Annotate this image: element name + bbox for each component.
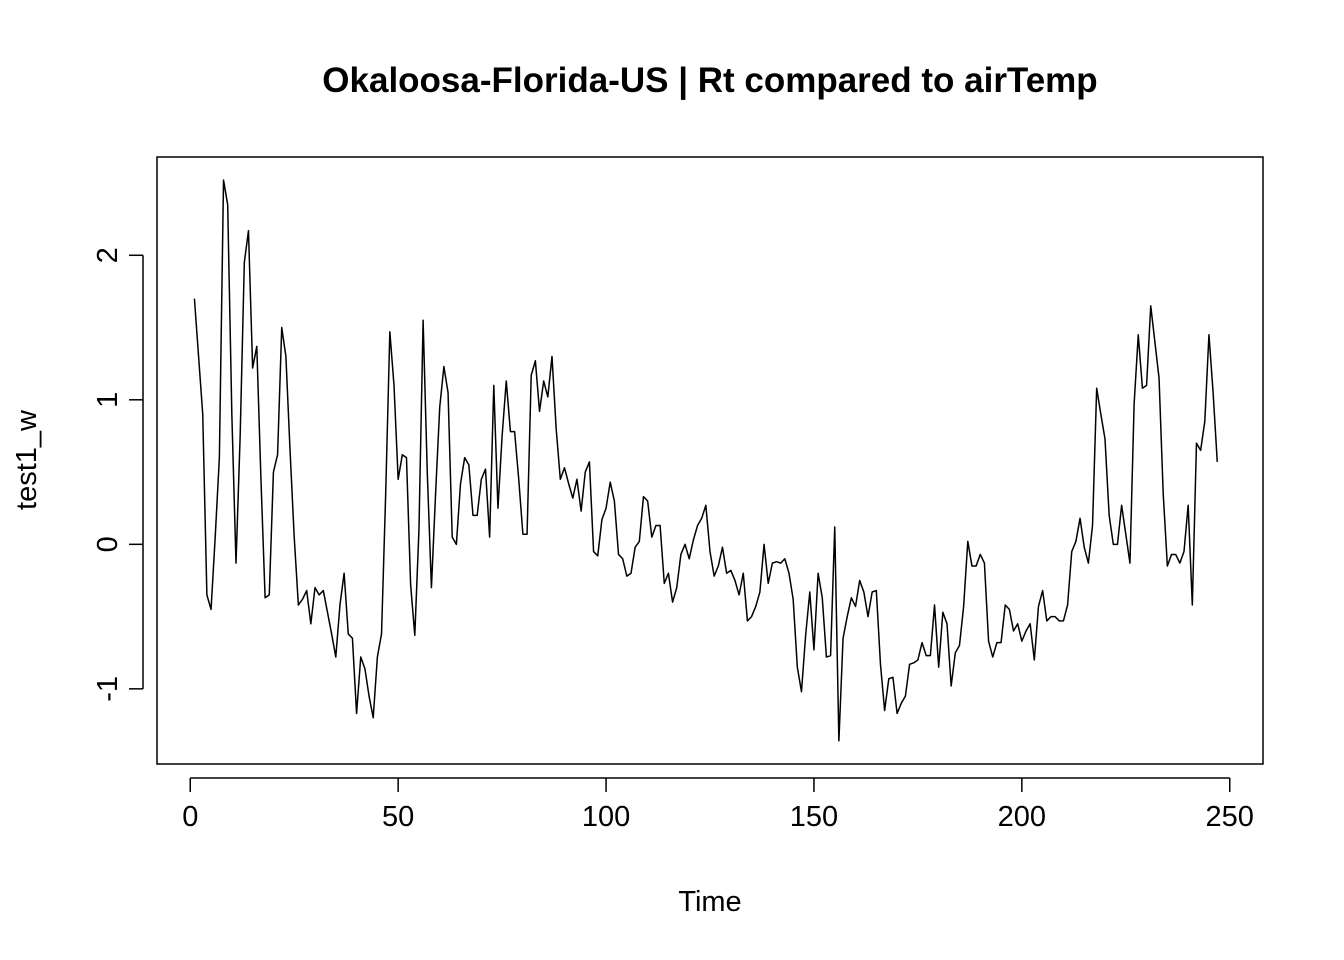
y-tick-label: -1 [92,676,124,702]
y-axis: -1 0 1 2 [92,247,144,702]
y-tick-label: 1 [92,392,124,408]
x-tick-label: 0 [182,801,198,833]
x-axis: 0 50 100 150 200 250 [182,777,1254,833]
x-tick-label: 100 [582,801,630,833]
x-tick-label: 150 [790,801,838,833]
x-axis-label: Time [678,886,741,918]
series-layer [193,179,1219,742]
y-tick-label: 0 [92,536,124,552]
chart-title: Okaloosa-Florida-US | Rt compared to air… [322,61,1097,100]
y-tick-label: 2 [92,247,124,263]
series-line [193,179,1219,742]
x-tick-label: 200 [998,801,1046,833]
plot-frame [156,156,1264,765]
x-tick-label: 50 [382,801,414,833]
y-axis-label: test1_w [11,409,43,510]
x-tick-label: 250 [1206,801,1254,833]
